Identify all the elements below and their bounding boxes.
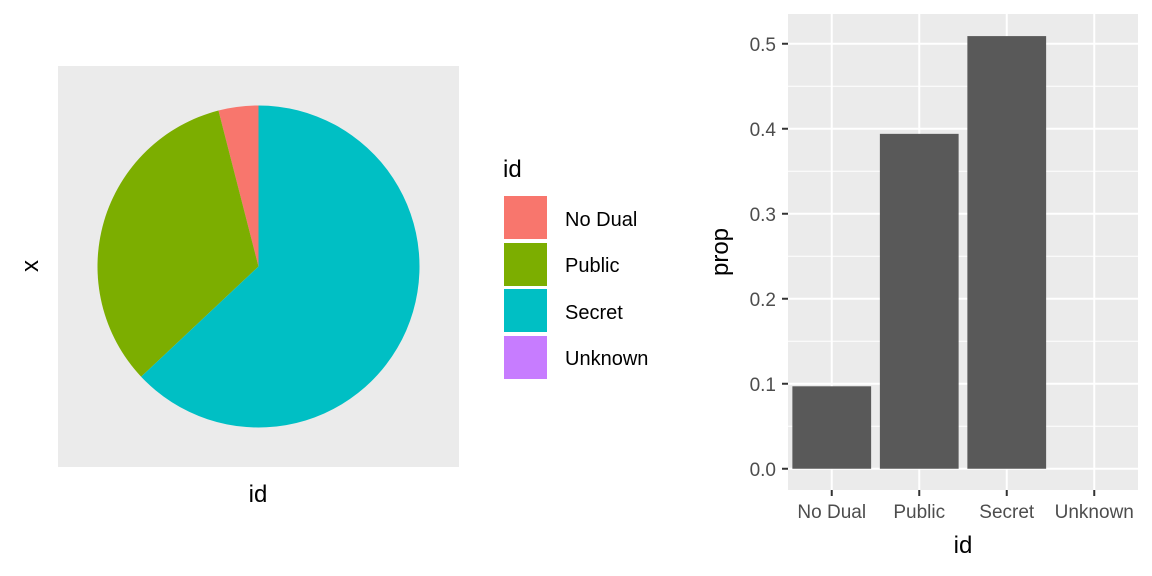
- pie-slice-no-dual: [218, 105, 259, 267]
- legend-key-public: [504, 243, 547, 286]
- bar-y-tick-label: 0.4: [750, 120, 777, 141]
- bar-public: [879, 133, 959, 469]
- legend-label-secret: Secret: [565, 302, 623, 324]
- bar-marks: [792, 36, 1047, 469]
- legend-key-no-dual: [504, 196, 547, 239]
- pie-slice-public: [97, 110, 259, 377]
- bar-y-tick-label: 0.3: [750, 205, 776, 226]
- bar-y-tick-label: 0.2: [750, 290, 776, 311]
- pie-legend: id No Dual Public Secret Unknown: [503, 156, 648, 379]
- bar-x-tick-label-secret: Secret: [979, 502, 1035, 523]
- bar-y-tick-label: 0.1: [750, 375, 776, 396]
- bar-y-tick-label: 0.0: [750, 460, 776, 481]
- bar-x-tick-label-no-dual: No Dual: [797, 502, 866, 523]
- bar-x-tick-label-unknown: Unknown: [1055, 502, 1134, 523]
- bar-no-dual: [792, 386, 872, 469]
- pie-chart: id x: [17, 66, 459, 508]
- pie-x-axis-title: id: [249, 481, 268, 508]
- pie-y-axis-title: x: [17, 260, 44, 272]
- legend-key-unknown: [504, 336, 547, 379]
- bar-x-axis-title: id: [954, 532, 973, 559]
- bar-y-axis-title: prop: [707, 228, 734, 276]
- pie-slice-secret: [141, 105, 420, 428]
- bar-y-tick-label: 0.5: [750, 35, 776, 56]
- bar-secret: [967, 36, 1047, 469]
- legend-label-no-dual: No Dual: [565, 209, 637, 231]
- legend-key-secret: [504, 289, 547, 332]
- legend-label-unknown: Unknown: [565, 348, 648, 370]
- bar-y-ticks: 0.0 0.1 0.2 0.3 0.4 0.5: [750, 35, 788, 481]
- legend-label-public: Public: [565, 255, 619, 277]
- pie-slices: [97, 105, 420, 428]
- bar-chart: 0.0 0.1 0.2 0.3 0.4 0.5 No Dual Public Secret Un…: [707, 14, 1138, 559]
- bar-x-tick-label-public: Public: [893, 502, 945, 523]
- bar-x-ticks: No Dual Public Secret Unknown: [797, 490, 1134, 523]
- legend-title: id: [503, 156, 522, 183]
